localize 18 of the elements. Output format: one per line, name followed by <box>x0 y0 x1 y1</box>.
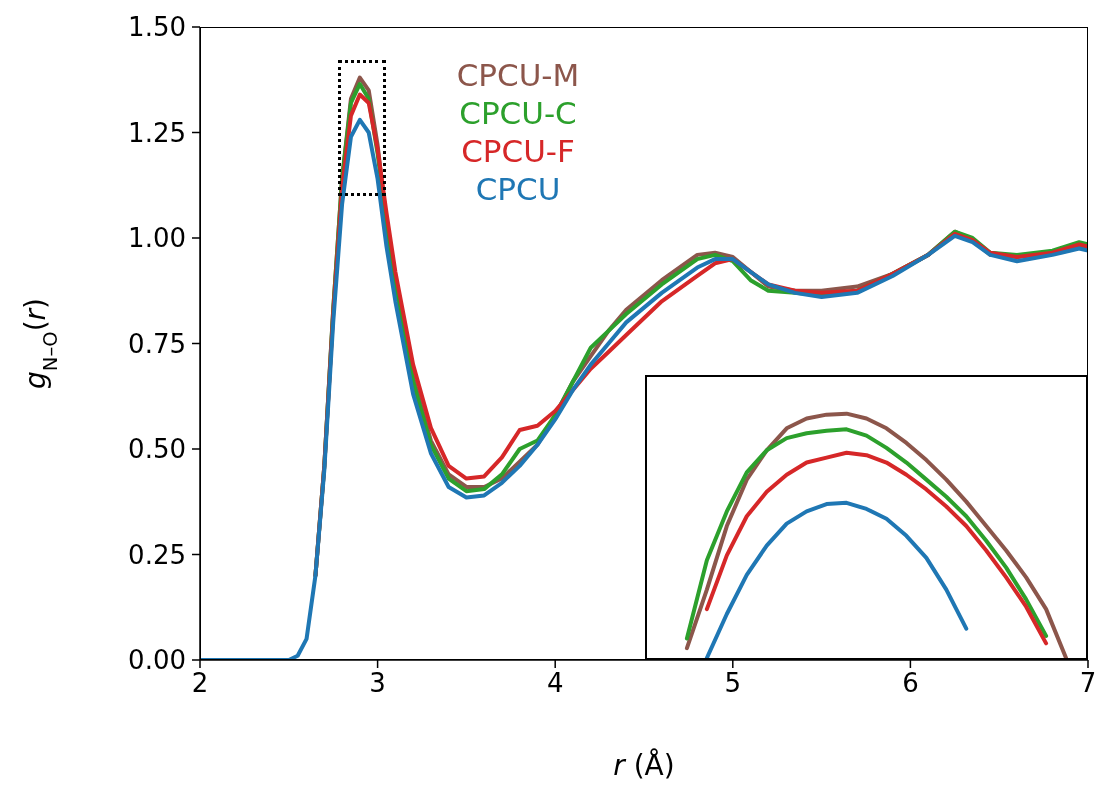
x-tick-label: 4 <box>546 668 564 699</box>
y-tick-label: 1.00 <box>128 223 186 254</box>
x-tick-label: 2 <box>191 668 209 699</box>
y-tick-label: 1.50 <box>128 12 186 43</box>
text: CPCU-M <box>455 56 581 94</box>
y-tick-label: 0.00 <box>128 645 186 676</box>
text: CPCU-C <box>458 94 578 132</box>
y-tick-label: 1.25 <box>128 117 186 148</box>
x-tick-label: 6 <box>902 668 919 699</box>
x-tick-label: 3 <box>369 668 386 699</box>
x-axis-title: r (Å) <box>613 748 675 782</box>
y-tick-label: 0.25 <box>128 539 186 570</box>
x-tick-label: 7 <box>1079 668 1097 699</box>
text: CPCU-F <box>460 132 576 170</box>
y-tick-label: 0.75 <box>128 328 186 359</box>
y-tick-label: 0.50 <box>128 434 186 465</box>
text: CPCU <box>474 170 562 208</box>
x-tick-label: 5 <box>724 668 742 699</box>
